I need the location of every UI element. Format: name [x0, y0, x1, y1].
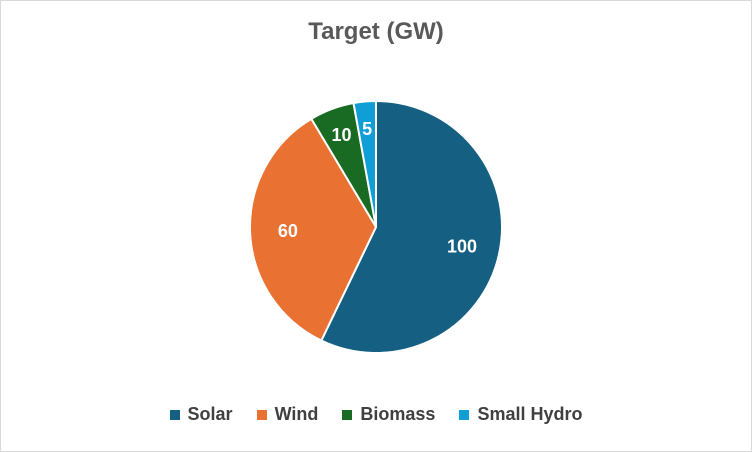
legend-swatch-small-hydro: [459, 409, 470, 420]
legend-swatch-wind: [256, 409, 267, 420]
pie-slice-small-hydro: [352, 99, 377, 228]
data-label-biomass: 10: [331, 125, 351, 145]
chart-title: Target (GW): [308, 18, 444, 45]
legend-swatch-biomass: [342, 409, 353, 420]
pie-slice-wind: [249, 117, 378, 342]
legend-label-solar: Solar: [187, 404, 233, 424]
data-label-wind: 60: [278, 221, 298, 241]
legend-item-biomass: Biomass: [342, 404, 435, 425]
legend-item-solar: Solar: [169, 404, 233, 425]
legend-item-wind: Wind: [256, 404, 319, 425]
chart-legend: Solar Wind Biomass Small Hydro: [0, 404, 752, 425]
legend-label-biomass: Biomass: [360, 404, 436, 424]
legend-swatch-solar: [169, 409, 180, 420]
data-label-solar: 100: [447, 237, 477, 257]
legend-label-small-hydro: Small Hydro: [477, 404, 583, 424]
pie-slice-solar: [319, 99, 503, 354]
legend-label-wind: Wind: [274, 404, 319, 424]
legend-item-small-hydro: Small Hydro: [459, 404, 582, 425]
data-label-small-hydro: 5: [362, 119, 372, 139]
